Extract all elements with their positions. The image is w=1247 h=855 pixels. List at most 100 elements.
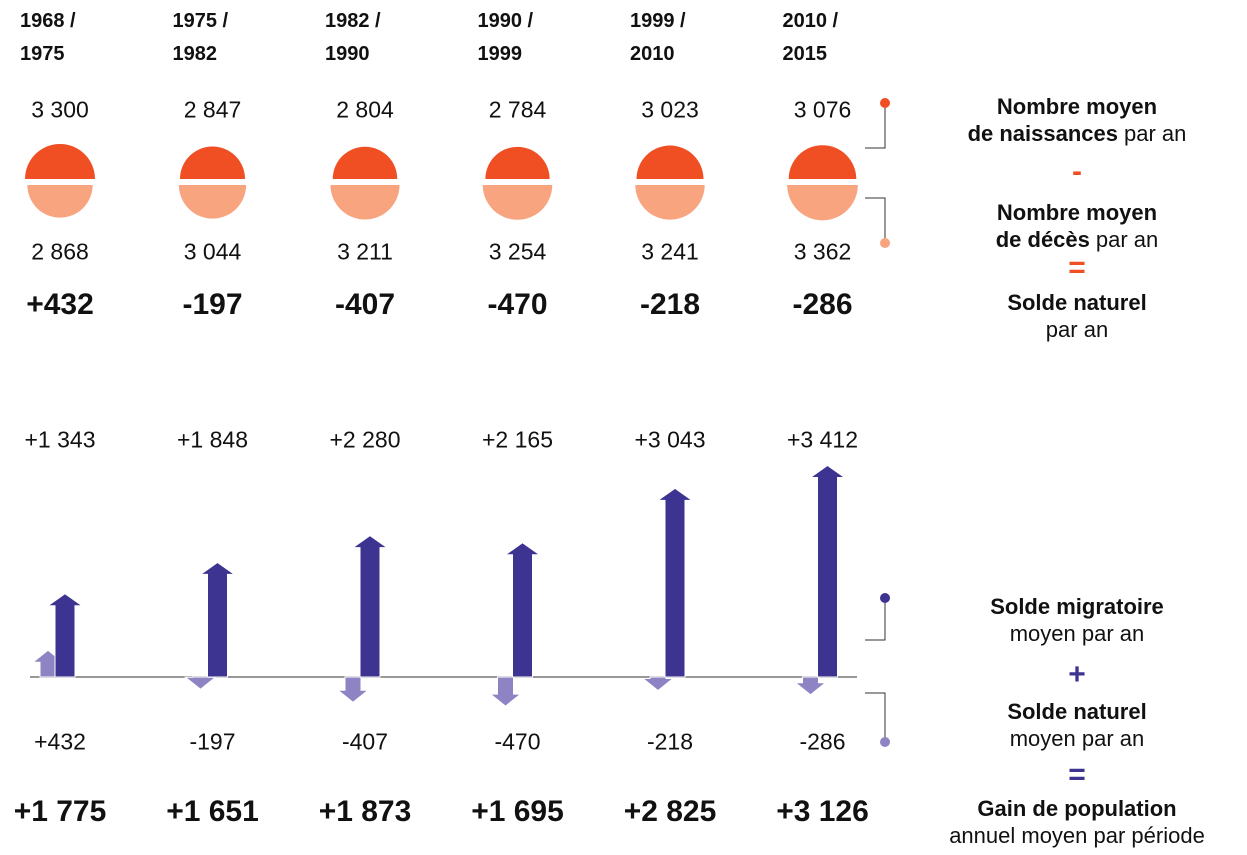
legend-text: par an xyxy=(1095,227,1159,252)
legend-line: Solde migratoire xyxy=(990,593,1164,620)
arrow xyxy=(656,487,694,678)
arrow xyxy=(46,593,84,678)
period-label: 2010 / 2015 xyxy=(782,10,839,65)
period-label: 1999 / 2010 xyxy=(630,10,686,65)
legend-bold: Nombre moyen xyxy=(996,200,1158,225)
legend-line: de décès par an xyxy=(996,226,1159,253)
natural-label: -197 xyxy=(189,728,236,755)
deaths-label: 2 868 xyxy=(31,238,89,265)
deaths-label: 3 241 xyxy=(641,238,699,265)
legend-line: moyen par an xyxy=(1007,725,1146,752)
gain-label: +1 873 xyxy=(318,795,412,828)
natural-label: +432 xyxy=(34,728,86,755)
births-half xyxy=(485,146,550,179)
arrow xyxy=(184,676,217,690)
natural-label: -197 xyxy=(182,288,243,321)
deaths-half xyxy=(787,185,858,221)
deaths-half xyxy=(178,185,247,219)
migration-label: +1 343 xyxy=(24,426,96,453)
arrow xyxy=(489,676,522,707)
legend-bold: Solde migratoire xyxy=(990,594,1164,619)
period-label: 1982 / 1990 xyxy=(325,10,381,65)
births-half xyxy=(636,145,704,179)
legend-item: Nombre moyen de décès par an xyxy=(996,199,1159,253)
period-label: 1975 / 1982 xyxy=(172,10,229,65)
legend-text: annuel moyen par période xyxy=(949,823,1205,848)
deaths-half xyxy=(635,185,705,220)
brackets xyxy=(865,103,886,742)
legend-bold: Solde naturel xyxy=(1007,699,1147,724)
legend-line: Nombre moyen xyxy=(996,199,1159,226)
deaths-label: 3 211 xyxy=(337,238,393,265)
natural-label: -218 xyxy=(639,288,701,321)
births-half xyxy=(788,145,857,179)
arrow xyxy=(794,676,827,696)
legend-line: moyen par an xyxy=(990,620,1164,647)
births-label: 3 076 xyxy=(793,96,852,123)
legend-bold: de naissances xyxy=(967,121,1119,146)
deaths-half xyxy=(27,185,93,218)
period-label: 1990 / 1999 xyxy=(477,10,534,65)
natural-label: -470 xyxy=(487,288,548,321)
natural-label: -286 xyxy=(799,728,846,755)
deaths-label: 3 362 xyxy=(793,238,852,265)
migration-label: +3 412 xyxy=(787,426,858,453)
dot xyxy=(880,98,890,108)
operator: - xyxy=(1072,155,1082,188)
arrow xyxy=(641,676,675,692)
legend-line: Solde naturel xyxy=(1007,289,1146,316)
dot xyxy=(880,737,890,747)
legend-line: Solde naturel xyxy=(1007,698,1146,725)
migration-label: +3 043 xyxy=(634,426,706,453)
migration-label: +1 848 xyxy=(177,426,248,453)
natural-label: -286 xyxy=(792,288,853,321)
natural-label: +432 xyxy=(26,288,94,321)
gain-label: +3 126 xyxy=(776,795,869,828)
natural-label: -407 xyxy=(341,728,389,755)
births-label: 2 784 xyxy=(488,96,547,123)
natural-label: -218 xyxy=(646,728,694,755)
legend-text: par an xyxy=(1124,121,1187,146)
dot xyxy=(880,593,890,603)
legend-line: annuel moyen par période xyxy=(949,822,1205,849)
births-label: 3 023 xyxy=(641,96,699,123)
deaths-label: 3 254 xyxy=(488,238,547,265)
arrow xyxy=(336,676,370,703)
legend-text: moyen par an xyxy=(1009,726,1145,751)
births-label: 2 847 xyxy=(183,96,242,123)
deaths-half xyxy=(482,185,553,220)
legend-item: Gain de population annuel moyen par pério… xyxy=(949,795,1205,849)
gain-label: +2 825 xyxy=(623,795,717,828)
migration-label: +2 165 xyxy=(482,426,553,453)
births-label: 2 804 xyxy=(336,96,394,123)
gain-label: +1 651 xyxy=(166,795,259,828)
migration-label: +2 280 xyxy=(329,426,401,453)
legend-line: Nombre moyen xyxy=(968,93,1187,120)
natural-label: -407 xyxy=(334,288,396,321)
operator: = xyxy=(1068,251,1086,284)
legend-item: Solde naturel moyen par an xyxy=(1007,698,1146,752)
legend-line: Gain de population xyxy=(949,795,1205,822)
legend-item: Solde naturel par an xyxy=(1007,289,1146,343)
legend-item: Solde migratoire moyen par an xyxy=(990,593,1164,647)
births-half xyxy=(179,146,246,179)
legend-bold: Nombre moyen xyxy=(996,94,1158,119)
births-half xyxy=(25,144,95,179)
legend-line: par an xyxy=(1007,316,1146,343)
legend-item: Nombre moyen de naissances par an xyxy=(968,93,1187,147)
arrow xyxy=(198,561,237,678)
legend-bold: de décès xyxy=(995,227,1090,252)
legend-bold: Solde naturel xyxy=(1007,290,1147,315)
legend-bold: Gain de population xyxy=(977,796,1177,821)
gain-label: +1 775 xyxy=(13,795,107,828)
arrow xyxy=(808,464,847,678)
operator: + xyxy=(1068,658,1086,691)
arrow xyxy=(351,535,389,678)
natural-label: -470 xyxy=(494,728,541,755)
births-half xyxy=(332,146,398,179)
deaths-label: 3 044 xyxy=(183,238,242,265)
gain-label: +1 695 xyxy=(471,795,564,828)
deaths-half xyxy=(330,185,400,220)
